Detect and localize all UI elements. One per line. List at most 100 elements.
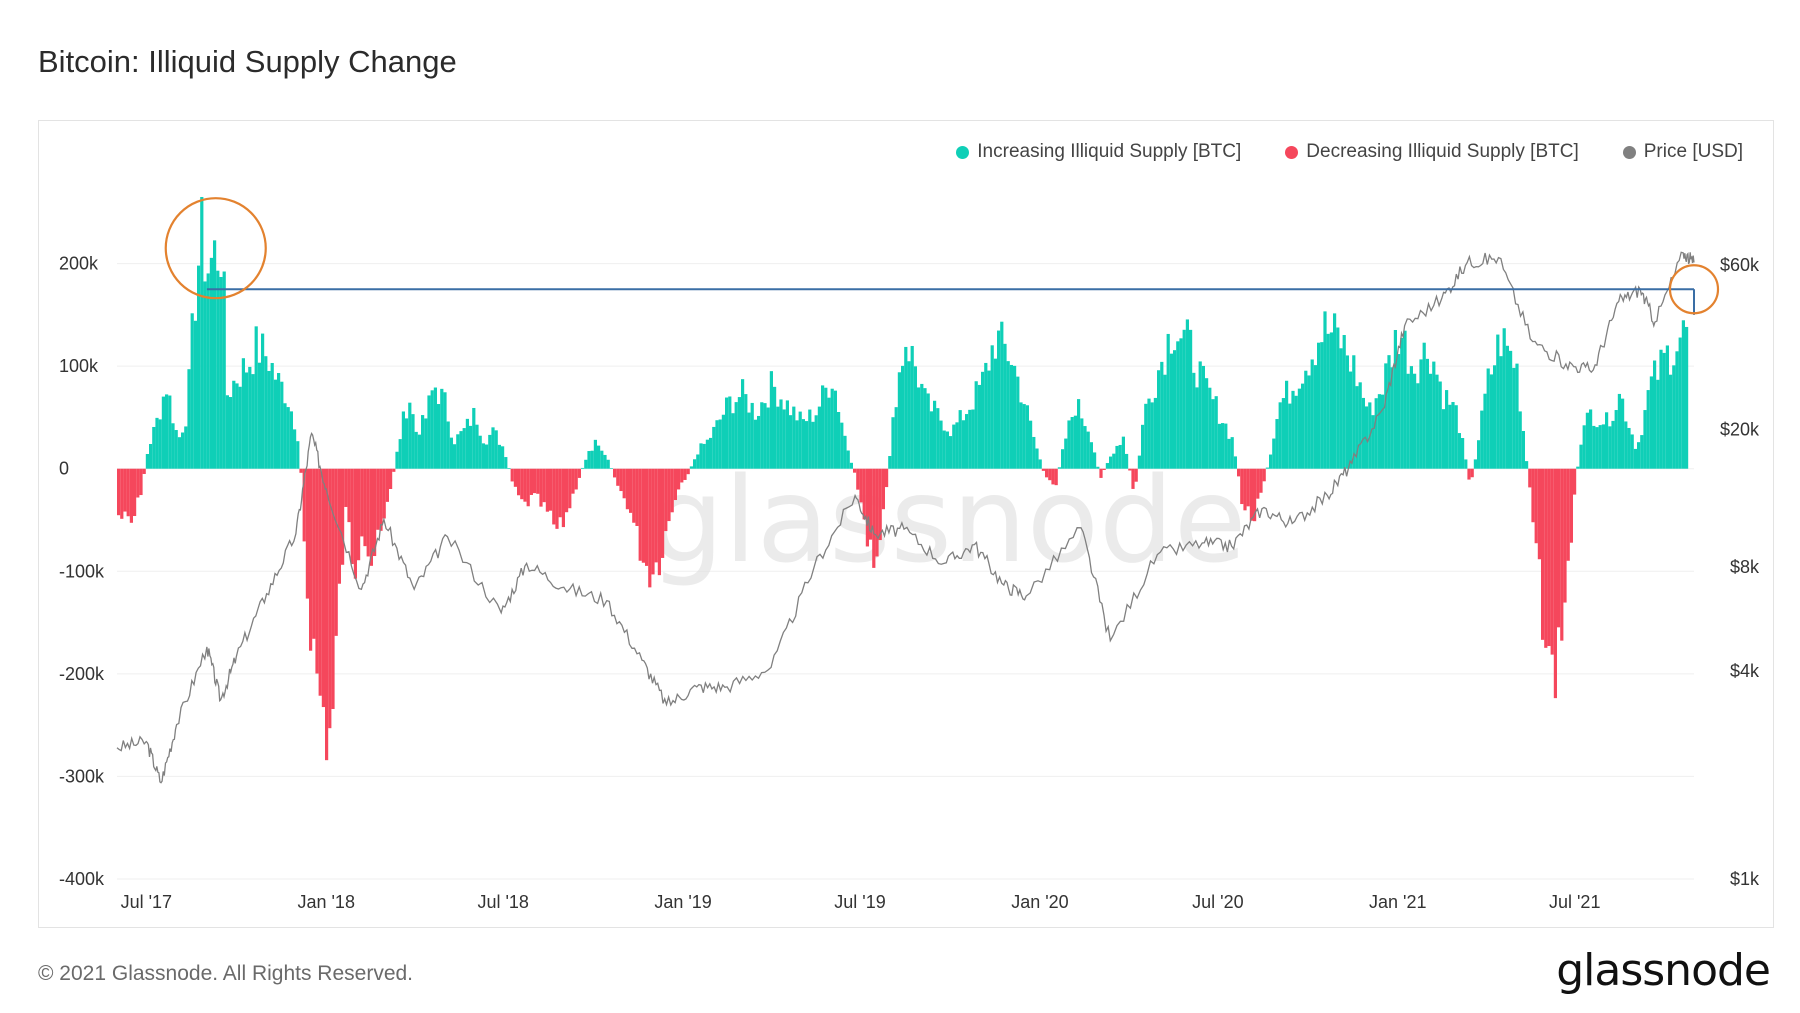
supply-change-bar (709, 437, 713, 469)
supply-change-bar (1301, 383, 1305, 469)
supply-change-bar (1025, 405, 1029, 469)
supply-change-bar (545, 468, 549, 512)
supply-change-bar (1477, 440, 1481, 469)
supply-change-bar (817, 406, 821, 469)
supply-change-bar (603, 454, 607, 469)
supply-change-bar (1029, 420, 1033, 469)
supply-change-bar (1576, 466, 1580, 469)
supply-change-bar (437, 404, 441, 469)
supply-change-bar (1009, 364, 1013, 469)
supply-change-bar (449, 437, 453, 469)
supply-change-bar (1422, 342, 1426, 469)
supply-change-bar (1169, 353, 1173, 469)
supply-change-bar (382, 468, 386, 519)
supply-change-bar (555, 468, 559, 529)
legend-item-price[interactable]: Price [USD] (1622, 141, 1743, 163)
supply-change-bar (203, 281, 207, 469)
supply-change-bar (1352, 355, 1356, 469)
supply-change-bar (1569, 468, 1573, 543)
supply-change-bar (1265, 467, 1269, 469)
supply-change-bar (1608, 426, 1612, 469)
supply-change-bar (1377, 394, 1381, 469)
supply-change-bar (177, 437, 181, 469)
supply-change-bar (1419, 359, 1423, 469)
supply-change-bar (321, 468, 325, 708)
y-left-tick-label: 0 (59, 459, 69, 479)
supply-change-bar (939, 420, 943, 469)
supply-change-bar (1192, 372, 1196, 469)
supply-change-bar (1128, 468, 1132, 471)
supply-change-bar (853, 468, 857, 473)
supply-change-bar (1038, 459, 1042, 469)
supply-change-bar (1678, 337, 1682, 469)
supply-change-bar (1313, 365, 1317, 469)
supply-change-bar (245, 372, 249, 469)
supply-change-bar (670, 468, 674, 513)
supply-change-bar (133, 468, 137, 517)
supply-change-bar (161, 396, 165, 469)
supply-change-bar (145, 453, 149, 469)
supply-change-bar (833, 390, 837, 469)
supply-change-bar (849, 462, 853, 469)
supply-change-bar (533, 468, 537, 494)
supply-change-bar (1131, 468, 1135, 489)
price-line (116, 251, 1695, 784)
supply-change-bar (945, 431, 949, 469)
supply-change-bar (574, 468, 578, 490)
supply-change-bar (1566, 468, 1570, 561)
supply-change-bar (142, 468, 146, 474)
supply-change-bar (318, 468, 322, 696)
legend-item-decreasing[interactable]: Decreasing Illiquid Supply [BTC] (1285, 141, 1579, 163)
supply-change-bar (1496, 334, 1500, 469)
supply-change-bar (1358, 382, 1362, 469)
page-title: Bitcoin: Illiquid Supply Change (38, 44, 457, 79)
supply-change-bar (216, 270, 220, 469)
supply-change-bar (1269, 454, 1273, 469)
supply-change-bar (686, 468, 690, 475)
supply-change-bar (1637, 442, 1641, 469)
supply-change-bar (1160, 361, 1164, 469)
supply-change-bar (1598, 425, 1602, 469)
supply-change-bar (561, 468, 565, 528)
supply-change-bar (632, 468, 636, 523)
supply-change-bar (1054, 468, 1058, 486)
supply-change-bar (1214, 396, 1218, 469)
legend-item-increasing[interactable]: Increasing Illiquid Supply [BTC] (956, 141, 1241, 163)
supply-change-bar (965, 414, 969, 469)
supply-change-bar (270, 362, 274, 469)
supply-change-bar (168, 395, 172, 469)
supply-change-bar (1285, 380, 1289, 469)
supply-change-bar (1323, 311, 1327, 469)
supply-change-bar (814, 415, 818, 469)
supply-change-bar (785, 400, 789, 469)
supply-change-bar (241, 358, 245, 469)
supply-change-bar (1339, 348, 1343, 469)
supply-change-bar (369, 468, 373, 566)
supply-change-bar (1125, 453, 1129, 469)
supply-change-bar (1489, 374, 1493, 469)
supply-change-bar (933, 400, 937, 469)
supply-change-bar (539, 468, 543, 507)
supply-change-bar (1310, 359, 1314, 469)
supply-change-bar (401, 411, 405, 469)
supply-change-bar (229, 397, 233, 469)
supply-change-bar (481, 443, 485, 469)
supply-change-bar (1544, 468, 1548, 648)
supply-change-bar (1665, 345, 1669, 469)
supply-change-bar (158, 419, 162, 469)
supply-change-bar (1032, 436, 1036, 469)
supply-change-bar (897, 372, 901, 469)
supply-change-bar (1502, 328, 1506, 469)
supply-change-bar (952, 424, 956, 469)
supply-change-bar (1345, 355, 1349, 469)
supply-change-bar (609, 468, 613, 469)
supply-change-bar (856, 468, 860, 490)
supply-change-bar (350, 468, 354, 565)
supply-change-bar (453, 444, 457, 469)
supply-change-bar (526, 468, 530, 507)
x-tick-label: Jul '19 (834, 892, 885, 912)
supply-change-bar (1685, 326, 1689, 469)
supply-change-bar (523, 468, 527, 502)
supply-change-bar (1320, 342, 1324, 469)
supply-change-bar (1621, 398, 1625, 469)
